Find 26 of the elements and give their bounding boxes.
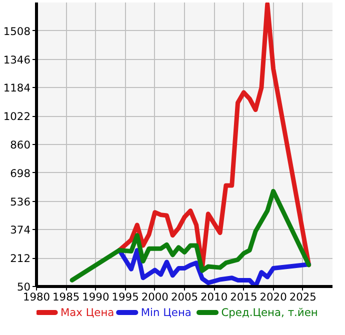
x-tick-label: 2005 — [170, 290, 198, 304]
line-series — [117, 2, 312, 270]
x-tick-label: 2010 — [200, 290, 228, 304]
y-tick-label: 1022 — [3, 110, 31, 124]
legend-label: Min Цена — [140, 306, 192, 319]
x-tick-label: 1995 — [112, 290, 139, 304]
x-tick-label: 1980 — [22, 290, 50, 304]
y-tick-label: 1184 — [3, 82, 31, 95]
y-tick-label: 698 — [10, 166, 31, 180]
y-tick-label: 212 — [10, 252, 31, 266]
y-tick-label: 1508 — [3, 24, 31, 38]
x-tick-label: 2025 — [289, 290, 316, 304]
x-tick-label: 1990 — [82, 290, 110, 304]
line-series — [70, 188, 312, 282]
y-tick-label: 536 — [10, 195, 31, 208]
x-tick-label: 2000 — [141, 290, 169, 304]
legend-label: Сред.Цена, т.йен — [221, 306, 318, 319]
x-tick-label: 2015 — [230, 290, 258, 304]
line-series — [117, 248, 312, 286]
y-tick-label: 860 — [10, 138, 31, 152]
x-tick-label: 1985 — [52, 290, 80, 304]
legend-label: Max Цена — [60, 306, 114, 319]
y-tick-label: 374 — [10, 224, 31, 237]
y-tick-label: 1346 — [3, 53, 31, 66]
y-tick-label: 50 — [16, 280, 31, 294]
x-tick-label: 2020 — [260, 290, 288, 304]
